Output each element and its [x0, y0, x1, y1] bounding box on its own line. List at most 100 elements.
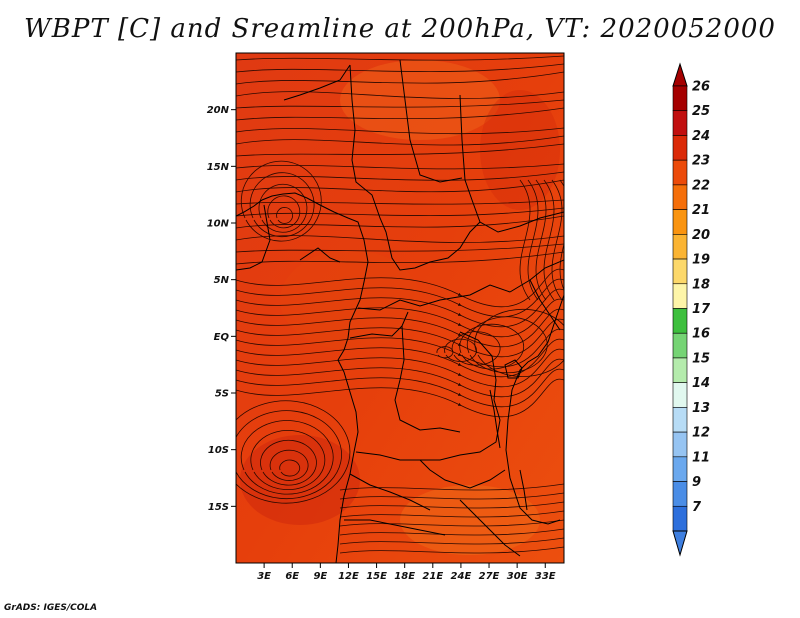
streamline — [279, 459, 301, 477]
streamline — [260, 439, 317, 486]
streamline — [474, 308, 564, 377]
streamline — [236, 107, 564, 121]
colorbar-label: 16 — [692, 327, 710, 342]
colorbar-label: 9 — [692, 475, 701, 490]
streamline — [543, 179, 555, 301]
border — [394, 325, 461, 433]
border — [529, 279, 561, 331]
streamline — [551, 179, 563, 301]
colorbar-label: 18 — [692, 277, 710, 292]
streamline — [236, 378, 564, 418]
streamline — [236, 199, 564, 205]
colorbar-swatch — [672, 258, 688, 285]
streamline — [339, 546, 564, 554]
lon-tick-label: 18E — [394, 571, 415, 582]
streamline — [236, 328, 564, 368]
streamline — [236, 207, 564, 217]
streamline — [236, 99, 564, 109]
streamline — [236, 235, 564, 243]
map-title: WBPT [C] and Sreamline at 200hPa, VT: 20… — [24, 14, 776, 44]
border — [355, 451, 506, 489]
border — [357, 284, 511, 311]
streamline — [236, 298, 564, 338]
streamline — [559, 179, 564, 291]
colorbar-label: 14 — [692, 376, 710, 391]
colorbar-swatch — [672, 283, 688, 309]
streamline — [236, 338, 564, 378]
streamline — [236, 268, 564, 308]
border — [344, 519, 446, 536]
colorbar-swatch — [672, 85, 688, 112]
colorbar-label: 13 — [692, 401, 710, 416]
streamline — [339, 537, 564, 545]
border — [459, 499, 521, 557]
streamline — [236, 215, 564, 229]
map-frame — [235, 52, 565, 564]
colorbar-swatch — [672, 407, 688, 433]
colorbar-label: 12 — [692, 426, 710, 441]
country-borders — [236, 59, 564, 563]
streamline — [527, 179, 539, 301]
colorbar-label: 26 — [692, 80, 710, 95]
streamline — [240, 420, 334, 495]
streamline — [236, 163, 564, 170]
streamline — [236, 400, 351, 504]
lon-tick-label: 6E — [285, 571, 299, 582]
colorbar-swatch — [672, 159, 688, 186]
colorbar-label: 24 — [692, 129, 710, 144]
streamline — [236, 251, 564, 265]
streamline — [276, 207, 293, 224]
streamline — [236, 278, 564, 318]
lat-tick-label: 10S — [208, 445, 229, 456]
streamline — [236, 55, 564, 61]
streamline — [236, 243, 564, 253]
colorbar-label: 15 — [692, 351, 710, 366]
lon-tick-label: 30E — [507, 571, 528, 582]
colorbar: 26 25 24 23 22 21 20 19 18 17 16 15 14 13 12 11 9 7 — [672, 62, 711, 557]
colorbar-swatch — [672, 382, 688, 408]
border — [299, 247, 341, 263]
colorbar-top-arrow — [672, 62, 688, 87]
lon-tick-label: 3E — [257, 571, 271, 582]
border — [349, 311, 409, 339]
colorbar-swatch — [672, 209, 688, 235]
colorbar-label: 7 — [692, 500, 702, 515]
streamline — [236, 179, 564, 193]
streamline — [250, 430, 326, 490]
coastline-east — [505, 294, 564, 525]
colorbar-bottom-arrow — [672, 530, 688, 557]
temperature-field — [236, 53, 564, 563]
streamlines — [236, 55, 564, 554]
colorbar-swatch — [672, 110, 688, 136]
border — [399, 59, 463, 183]
colorbar-swatch — [672, 357, 688, 383]
streamline — [258, 183, 308, 233]
streamline — [267, 195, 301, 229]
colorbar-swatch — [672, 184, 688, 210]
streamline — [339, 519, 564, 527]
streamline — [236, 135, 564, 146]
border — [349, 64, 481, 271]
lake-malawi — [519, 469, 528, 511]
border — [349, 473, 431, 511]
streamline — [339, 492, 564, 500]
colorbar-label: 23 — [692, 154, 710, 169]
colorbar-swatch — [672, 456, 688, 482]
border — [420, 331, 501, 461]
colorbar-swatch — [672, 332, 688, 359]
border — [283, 64, 351, 101]
streamline — [519, 179, 531, 301]
colorbar-label: 19 — [692, 253, 710, 268]
lat-tick-label: 5S — [215, 389, 229, 400]
streamline — [236, 358, 564, 398]
colorbar-label: 22 — [692, 178, 710, 193]
lon-tick-label: 12E — [338, 571, 359, 582]
lon-tick-label: 33E — [535, 571, 556, 582]
streamline — [240, 160, 322, 242]
colorbar-label: 11 — [692, 450, 710, 465]
colorbar-label: 17 — [692, 302, 711, 317]
coastline — [236, 192, 369, 563]
border — [236, 204, 271, 271]
streamline — [269, 449, 309, 481]
latitude-axis: 20N 15N 10N 5N EQ 5S 10S 15S — [207, 105, 236, 513]
